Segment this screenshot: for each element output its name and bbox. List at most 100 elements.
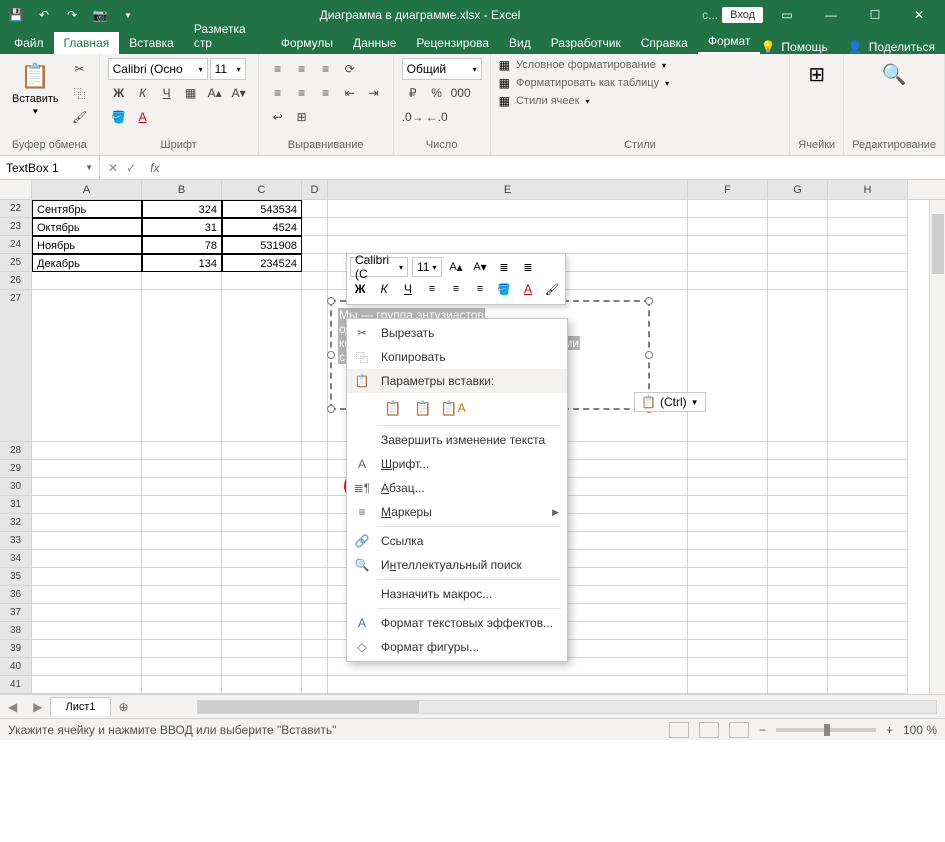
cell[interactable] xyxy=(688,290,768,442)
ctx-cut[interactable]: ✂Вырезать xyxy=(347,321,567,345)
cell[interactable] xyxy=(688,496,768,514)
cell[interactable] xyxy=(32,604,142,622)
grow-font-icon[interactable]: A▴ xyxy=(204,82,226,104)
row-header[interactable]: 25 xyxy=(0,254,32,272)
tab-view[interactable]: Вид xyxy=(499,32,541,54)
font-name-select[interactable]: Calibri (Осно▾ xyxy=(108,58,208,80)
number-format-select[interactable]: Общий▾ xyxy=(402,58,482,80)
cell[interactable]: 31 xyxy=(142,218,222,236)
cut-icon[interactable]: ✂ xyxy=(69,58,91,80)
cell[interactable] xyxy=(768,676,828,694)
ctx-assign-macro[interactable]: Назначить макрос... xyxy=(347,582,567,606)
confirm-edit-icon[interactable]: ✓ xyxy=(126,161,136,175)
cell[interactable] xyxy=(32,514,142,532)
cell[interactable] xyxy=(32,658,142,676)
cell[interactable] xyxy=(142,442,222,460)
row-header[interactable]: 35 xyxy=(0,568,32,586)
ctx-link[interactable]: 🔗Ссылка xyxy=(347,529,567,553)
ctx-finish-edit[interactable]: Завершить изменение текста xyxy=(347,428,567,452)
ctx-bullets[interactable]: ≡Маркеры▶ xyxy=(347,500,567,524)
row-header[interactable]: 37 xyxy=(0,604,32,622)
col-header-g[interactable]: G xyxy=(768,180,828,199)
cell[interactable] xyxy=(328,236,688,254)
cell[interactable] xyxy=(302,254,328,272)
mt-font-color-icon[interactable]: A xyxy=(518,279,538,299)
cell[interactable] xyxy=(32,532,142,550)
tellme-label[interactable]: Помощь xyxy=(781,40,827,54)
cell[interactable] xyxy=(688,442,768,460)
font-color-button[interactable]: A xyxy=(132,106,154,128)
cell[interactable] xyxy=(828,568,908,586)
cell[interactable] xyxy=(302,676,328,694)
cancel-edit-icon[interactable]: ✕ xyxy=(108,161,118,175)
cell[interactable] xyxy=(828,290,908,442)
cell[interactable] xyxy=(32,586,142,604)
share-label[interactable]: Поделиться xyxy=(869,40,935,54)
row-header[interactable]: 24 xyxy=(0,236,32,254)
row-header[interactable]: 27 xyxy=(0,290,32,442)
minimize-button[interactable]: — xyxy=(811,1,851,29)
cell[interactable] xyxy=(142,460,222,478)
cell[interactable] xyxy=(828,236,908,254)
cell[interactable]: 4524 xyxy=(222,218,302,236)
tab-page-layout[interactable]: Разметка стр xyxy=(184,18,271,54)
cell[interactable] xyxy=(768,550,828,568)
mt-bold-button[interactable]: Ж xyxy=(350,279,370,299)
view-normal-icon[interactable] xyxy=(669,722,689,738)
border-button[interactable]: ▦ xyxy=(180,82,202,104)
cell[interactable] xyxy=(222,290,302,442)
cell[interactable] xyxy=(828,460,908,478)
cell[interactable] xyxy=(222,460,302,478)
cell[interactable] xyxy=(222,568,302,586)
cell[interactable] xyxy=(142,532,222,550)
cell[interactable] xyxy=(688,604,768,622)
cell[interactable] xyxy=(142,586,222,604)
cell[interactable] xyxy=(328,676,688,694)
cell[interactable] xyxy=(142,290,222,442)
cell[interactable] xyxy=(768,218,828,236)
cell[interactable] xyxy=(222,272,302,290)
row-header[interactable]: 30 xyxy=(0,478,32,496)
qat-dropdown-icon[interactable]: ▼ xyxy=(118,5,138,25)
cell[interactable] xyxy=(688,514,768,532)
cell[interactable] xyxy=(302,460,328,478)
cell[interactable] xyxy=(688,622,768,640)
cell[interactable] xyxy=(688,200,768,218)
row-header[interactable]: 33 xyxy=(0,532,32,550)
cell[interactable] xyxy=(828,442,908,460)
cell[interactable] xyxy=(32,460,142,478)
cell[interactable] xyxy=(688,532,768,550)
comma-icon[interactable]: 000 xyxy=(450,82,472,104)
close-button[interactable]: ✕ xyxy=(899,1,939,29)
tab-formulas[interactable]: Формулы xyxy=(271,32,343,54)
row-header[interactable]: 29 xyxy=(0,460,32,478)
row-header[interactable]: 31 xyxy=(0,496,32,514)
ctx-smart-lookup[interactable]: 🔍Интеллектуальный поиск xyxy=(347,553,567,577)
cell[interactable] xyxy=(222,514,302,532)
cell[interactable] xyxy=(688,272,768,290)
merge-icon[interactable]: ⊞ xyxy=(291,106,313,128)
inc-decimal-icon[interactable]: .0→ xyxy=(402,106,424,128)
cell[interactable] xyxy=(302,290,328,442)
cell[interactable] xyxy=(828,514,908,532)
shrink-font-icon[interactable]: A▾ xyxy=(228,82,250,104)
cell[interactable] xyxy=(768,236,828,254)
cell[interactable] xyxy=(328,218,688,236)
cell[interactable] xyxy=(688,254,768,272)
cell[interactable] xyxy=(688,676,768,694)
cell[interactable] xyxy=(222,604,302,622)
ctx-paragraph[interactable]: ≣¶Абзац... xyxy=(347,476,567,500)
bold-button[interactable]: Ж xyxy=(108,82,130,104)
mt-underline-button[interactable]: Ч xyxy=(398,279,418,299)
cell[interactable] xyxy=(32,272,142,290)
align-right-icon[interactable]: ≡ xyxy=(315,82,337,104)
cell[interactable] xyxy=(142,676,222,694)
cell[interactable] xyxy=(828,496,908,514)
mt-align-center-icon[interactable]: ≡ xyxy=(446,279,466,299)
cell[interactable] xyxy=(828,532,908,550)
cell[interactable]: 531908 xyxy=(222,236,302,254)
cell[interactable] xyxy=(688,640,768,658)
tab-home[interactable]: Главная xyxy=(54,32,120,54)
fill-color-button[interactable]: 🪣 xyxy=(108,106,130,128)
mt-indent-dec-icon[interactable]: ≣ xyxy=(494,257,514,277)
